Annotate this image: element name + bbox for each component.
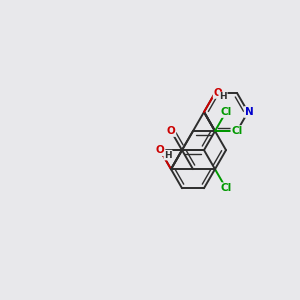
Text: N: N — [156, 145, 164, 155]
Text: H: H — [164, 151, 172, 160]
Text: Cl: Cl — [220, 107, 232, 117]
Text: N: N — [244, 107, 253, 117]
Text: H: H — [219, 92, 227, 101]
Text: Cl: Cl — [231, 126, 243, 136]
Text: O: O — [156, 145, 164, 155]
Text: Cl: Cl — [220, 183, 232, 193]
Text: O: O — [214, 88, 222, 98]
Text: O: O — [167, 126, 176, 136]
